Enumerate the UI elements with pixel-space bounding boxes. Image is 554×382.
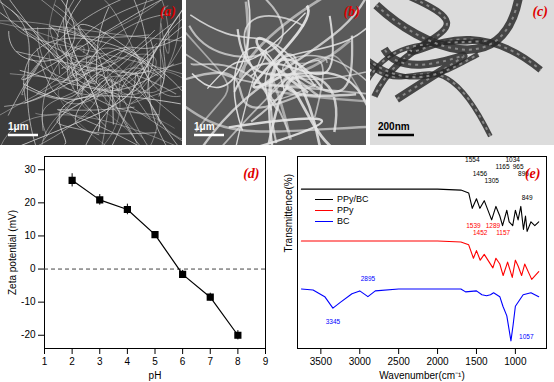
svg-text:(a): (a): [160, 4, 176, 20]
svg-text:1034: 1034: [505, 156, 520, 164]
svg-text:1305: 1305: [484, 177, 499, 184]
svg-text:1000: 1000: [504, 356, 527, 367]
svg-text:(c): (c): [532, 4, 548, 20]
svg-text:10: 10: [24, 230, 36, 241]
svg-text:pH: pH: [149, 370, 162, 381]
svg-text:(e): (e): [525, 166, 541, 182]
svg-text:2: 2: [69, 356, 75, 367]
svg-text:Wavenumber(cm⁻¹): Wavenumber(cm⁻¹): [379, 370, 464, 381]
svg-text:3500: 3500: [310, 356, 333, 367]
svg-text:849: 849: [522, 194, 533, 201]
svg-text:3000: 3000: [349, 356, 372, 367]
svg-text:1165: 1165: [496, 163, 510, 170]
svg-text:8: 8: [235, 356, 241, 367]
svg-text:7: 7: [207, 356, 213, 367]
svg-text:965: 965: [512, 163, 524, 171]
svg-text:30: 30: [24, 164, 36, 175]
svg-text:Transmittence(%): Transmittence(%): [283, 174, 294, 253]
svg-text:-10: -10: [21, 296, 36, 307]
svg-text:0: 0: [30, 263, 36, 274]
svg-text:200nm: 200nm: [378, 121, 410, 132]
svg-text:9: 9: [263, 356, 269, 367]
svg-text:1: 1: [42, 356, 48, 367]
svg-text:20: 20: [24, 197, 36, 208]
svg-text:896: 896: [518, 169, 529, 177]
svg-text:-20: -20: [21, 329, 36, 340]
svg-text:2895: 2895: [361, 275, 376, 282]
svg-text:1452: 1452: [473, 229, 488, 236]
svg-text:2500: 2500: [388, 356, 411, 367]
html-text:PPy/BC: PPy/BC: [337, 194, 369, 204]
svg-text:1289: 1289: [486, 222, 501, 229]
svg-text:3: 3: [97, 356, 103, 367]
svg-text:5: 5: [152, 356, 158, 367]
svg-text:4: 4: [125, 356, 131, 367]
svg-text:3345: 3345: [326, 318, 341, 325]
svg-text:1μm: 1μm: [8, 121, 29, 132]
svg-text:1057: 1057: [519, 333, 534, 340]
svg-text:6: 6: [180, 356, 186, 367]
svg-text:1157: 1157: [496, 229, 510, 236]
svg-text:(b): (b): [344, 4, 360, 20]
svg-text:(d): (d): [243, 166, 259, 182]
svg-text:1456: 1456: [472, 169, 488, 177]
html-text:BC: BC: [337, 216, 350, 226]
html-text:PPy: PPy: [337, 205, 354, 215]
svg-text:Zeta potential (mV): Zeta potential (mV): [7, 210, 18, 295]
svg-text:1554: 1554: [465, 156, 480, 163]
svg-text:1539: 1539: [466, 222, 481, 229]
svg-text:1500: 1500: [465, 356, 488, 367]
svg-text:1μm: 1μm: [194, 121, 215, 132]
svg-text:2000: 2000: [426, 356, 449, 367]
